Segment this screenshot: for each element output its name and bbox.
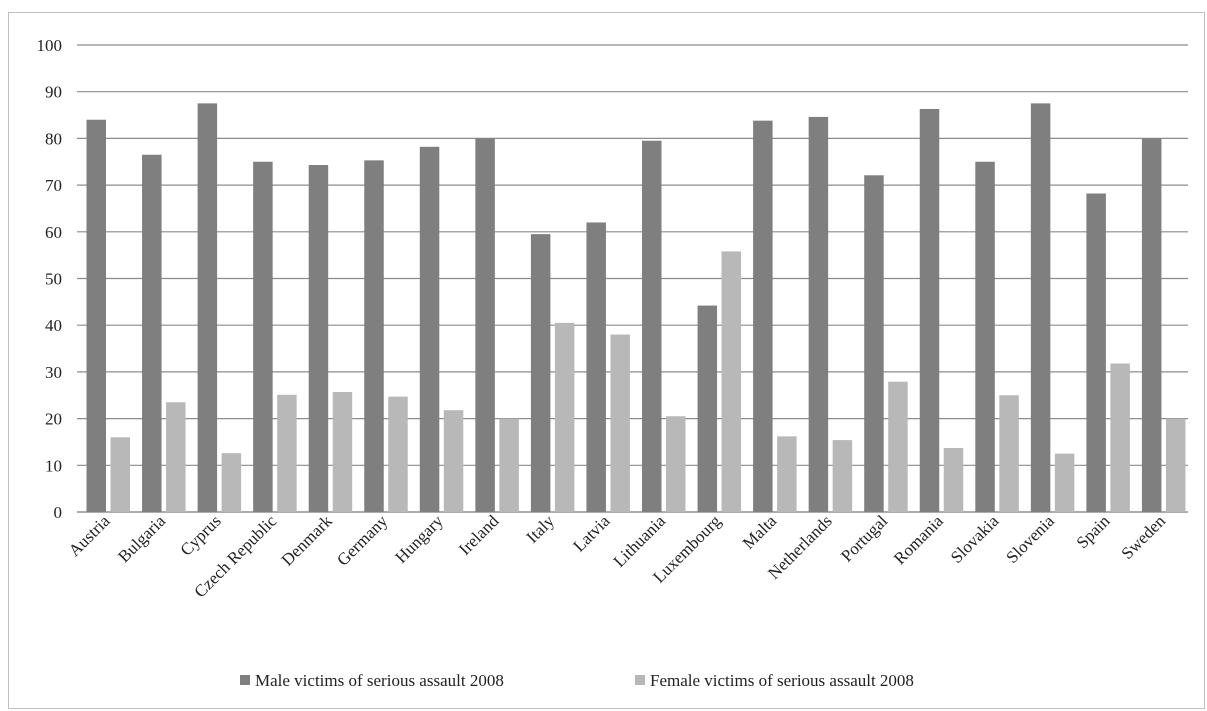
legend-swatch-male (240, 675, 250, 685)
bar-male-italy (531, 234, 551, 512)
y-tick-label: 30 (45, 363, 62, 382)
bar-male-ireland (475, 138, 495, 512)
bar-female-luxembourg (722, 251, 742, 512)
x-tick-label: Ireland (455, 511, 503, 559)
bars (87, 103, 1186, 512)
x-tick-label: Cyprus (177, 511, 225, 559)
x-tick-label: Austria (65, 511, 114, 560)
bar-female-cyprus (222, 453, 242, 512)
y-tick-label: 0 (54, 503, 63, 522)
bar-male-cyprus (198, 103, 218, 512)
x-tick-label: Bulgaria (114, 511, 169, 566)
y-axis-tick-labels: 0 10 20 30 40 50 60 70 80 90 100 (37, 36, 63, 522)
bar-male-slovenia (1031, 103, 1051, 512)
bar-female-slovakia (999, 395, 1019, 512)
x-tick-label: Denmark (278, 511, 337, 570)
x-tick-label: Italy (523, 511, 559, 547)
x-tick-label: Slovakia (947, 511, 1003, 567)
bar-female-latvia (610, 335, 630, 512)
y-tick-label: 80 (45, 129, 62, 148)
bar-male-austria (87, 120, 107, 512)
y-tick-label: 90 (45, 83, 62, 102)
y-tick-label: 40 (45, 316, 62, 335)
y-tick-label: 10 (45, 456, 62, 475)
bar-female-romania (944, 448, 964, 512)
bar-female-ireland (499, 419, 518, 512)
bar-male-romania (920, 109, 940, 512)
bar-female-bulgaria (166, 402, 186, 512)
bar-female-slovenia (1055, 454, 1075, 512)
bar-female-netherlands (833, 440, 853, 512)
y-tick-label: 60 (45, 223, 62, 242)
bar-female-germany (388, 397, 408, 512)
bar-female-sweden (1166, 419, 1186, 512)
bar-male-latvia (586, 222, 606, 512)
bar-male-slovakia (975, 162, 995, 512)
bar-female-hungary (444, 410, 464, 512)
y-tick-label: 20 (45, 410, 62, 429)
bar-female-austria (111, 437, 131, 512)
bar-female-lithuania (666, 416, 686, 512)
x-tick-label: Hungary (391, 511, 447, 567)
legend-label-female: Female victims of serious assault 2008 (650, 671, 914, 690)
y-tick-label: 50 (45, 270, 62, 289)
bar-male-germany (364, 160, 384, 512)
bar-male-luxembourg (698, 306, 718, 512)
x-tick-label: Latvia (569, 511, 613, 555)
bar-male-lithuania (642, 141, 662, 512)
bar-male-hungary (420, 147, 440, 512)
legend-swatch-female (635, 675, 645, 685)
x-tick-label: Slovenia (1002, 511, 1058, 567)
bar-male-malta (753, 121, 773, 512)
x-tick-label: Spain (1073, 511, 1114, 552)
bar-female-portugal (888, 382, 908, 512)
x-tick-label: Malta (739, 511, 781, 553)
bar-male-czech-republic (253, 162, 273, 512)
bar-male-portugal (864, 175, 884, 512)
bar-female-czech-republic (277, 395, 297, 512)
y-tick-label: 70 (45, 176, 62, 195)
x-tick-label: Germany (333, 511, 392, 570)
gridlines (77, 45, 1188, 512)
x-tick-label: Romania (890, 511, 947, 568)
bar-male-netherlands (809, 117, 829, 512)
legend-label-male: Male victims of serious assault 2008 (255, 671, 504, 690)
bar-male-spain (1086, 194, 1106, 512)
bar-female-malta (777, 436, 797, 512)
legend: Male victims of serious assault 2008 Fema… (240, 671, 914, 690)
bar-female-italy (555, 323, 575, 512)
bar-male-bulgaria (142, 155, 162, 512)
bar-female-spain (1110, 363, 1130, 512)
bar-male-sweden (1142, 138, 1162, 512)
bar-male-denmark (309, 165, 329, 512)
y-tick-label: 100 (37, 36, 63, 55)
x-tick-label: Portugal (837, 511, 891, 565)
bar-female-denmark (333, 392, 353, 512)
x-tick-label: Sweden (1118, 511, 1170, 563)
